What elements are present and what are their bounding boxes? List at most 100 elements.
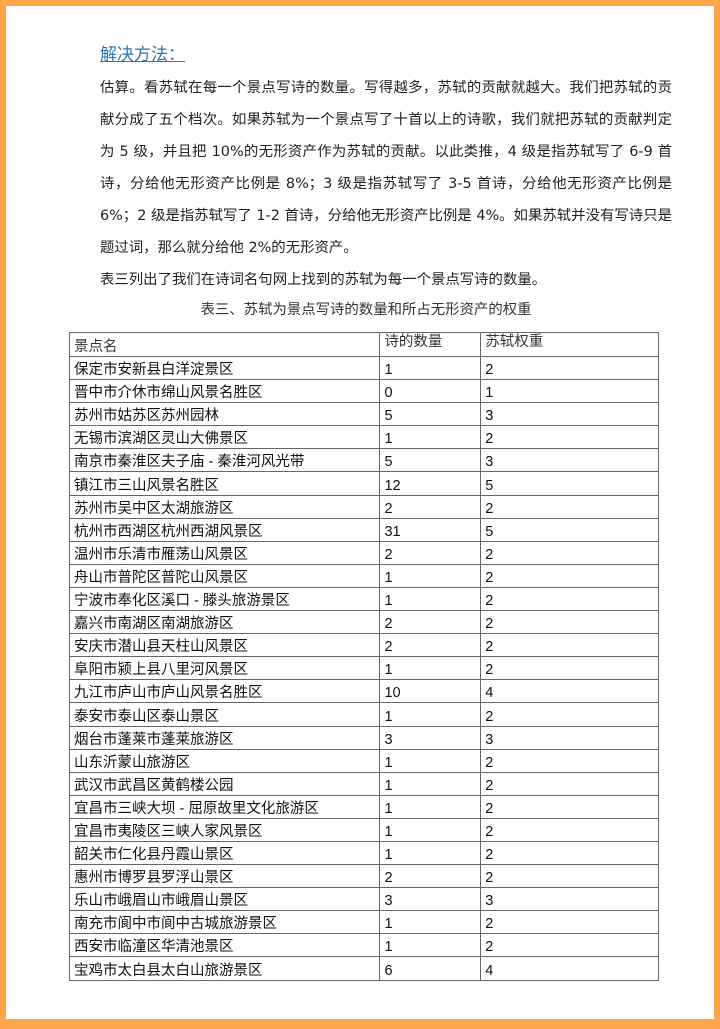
cell-count: 1	[379, 656, 482, 681]
cell-count: 5	[379, 448, 482, 473]
cell-weight: 2	[480, 355, 659, 381]
table-row: 苏州市吴中区太湖旅游区 2 2	[68, 494, 659, 519]
cell-weight: 2	[480, 586, 659, 612]
cell-weight: 2	[480, 563, 659, 588]
header-name: 景点名	[68, 332, 381, 357]
cell-count: 1	[379, 355, 482, 381]
cell-name: 宜昌市三峡大坝 - 屈原故里文化旅游区	[68, 794, 381, 819]
cell-name: 苏州市姑苏区苏州园林	[68, 402, 381, 427]
cell-count: 1	[379, 563, 482, 588]
cell-name: 苏州市吴中区太湖旅游区	[68, 494, 381, 519]
table-row: 九江市庐山市庐山风景名胜区 10 4	[68, 679, 659, 704]
body-text: 估算。看苏轼在每一个景点写诗的数量。写得越多，苏轼的贡献就越大。我们把苏轼的贡献…	[100, 72, 672, 296]
cell-count: 2	[379, 540, 482, 565]
cell-name: 温州市乐清市雁荡山风景区	[68, 540, 381, 565]
cell-count: 1	[379, 794, 482, 819]
cell-name: 惠州市博罗县罗浮山景区	[68, 864, 381, 889]
cell-weight: 2	[480, 425, 659, 450]
cell-name: 舟山市普陀区普陀山风景区	[68, 563, 381, 588]
table-row: 宜昌市三峡大坝 - 屈原故里文化旅游区 1 2	[68, 794, 659, 819]
cell-count: 1	[379, 748, 482, 773]
table-row: 杭州市西湖区杭州西湖风景区 31 5	[68, 517, 659, 542]
table-row: 西安市临潼区华清池景区 1 2	[68, 933, 659, 958]
cell-name: 镇江市三山风景名胜区	[68, 471, 381, 496]
cell-count: 1	[379, 771, 482, 796]
table-header-row: 景点名 诗的数量 苏轼权重	[68, 332, 659, 357]
cell-weight: 2	[480, 540, 659, 565]
cell-weight: 1	[480, 379, 659, 404]
cell-weight: 3	[480, 448, 659, 473]
cell-name: 南京市秦淮区夫子庙 - 秦淮河风光带	[68, 448, 381, 473]
cell-weight: 2	[480, 910, 659, 935]
table-row: 安庆市潜山县天柱山风景区 2 2	[68, 633, 659, 658]
section-heading: 解决方法：	[100, 45, 185, 65]
cell-weight: 3	[480, 402, 659, 427]
table-row: 乐山市峨眉山市峨眉山景区 3 3	[68, 887, 659, 912]
cell-name: 烟台市蓬莱市蓬莱旅游区	[68, 725, 381, 750]
cell-weight: 2	[480, 656, 659, 681]
cell-weight: 2	[480, 794, 659, 819]
table-row: 无锡市滨湖区灵山大佛景区 1 2	[68, 425, 659, 450]
cell-name: 南充市阆中市阆中古城旅游景区	[68, 910, 381, 935]
cell-weight: 4	[480, 679, 659, 704]
cell-name: 泰安市泰山区泰山景区	[68, 702, 381, 727]
cell-count: 1	[379, 425, 482, 450]
header-count: 诗的数量	[379, 332, 482, 357]
cell-name: 杭州市西湖区杭州西湖风景区	[68, 517, 381, 542]
cell-count: 5	[379, 402, 482, 427]
table-row: 舟山市普陀区普陀山风景区 1 2	[68, 563, 659, 588]
table-row: 南充市阆中市阆中古城旅游景区 1 2	[68, 910, 659, 935]
table-caption: 表三、苏轼为景点写诗的数量和所占无形资产的权重	[200, 302, 532, 318]
cell-count: 12	[379, 471, 482, 496]
cell-name: 武汉市武昌区黄鹤楼公园	[68, 771, 381, 796]
table-row: 韶关市仁化县丹霞山景区 1 2	[68, 840, 659, 866]
cell-count: 3	[379, 887, 482, 912]
cell-weight: 3	[480, 887, 659, 912]
cell-name: 嘉兴市南湖区南湖旅游区	[68, 610, 381, 635]
table-row: 保定市安新县白洋淀景区 1 2	[68, 355, 659, 381]
table-row: 嘉兴市南湖区南湖旅游区 2 2	[68, 610, 659, 635]
table-row: 阜阳市颍上县八里河风景区 1 2	[68, 656, 659, 681]
cell-weight: 2	[480, 494, 659, 519]
paragraph: 估算。看苏轼在每一个景点写诗的数量。写得越多，苏轼的贡献就越大。我们把苏轼的贡献…	[100, 80, 672, 256]
cell-weight: 2	[480, 610, 659, 635]
cell-weight: 2	[480, 633, 659, 658]
cell-weight: 2	[480, 748, 659, 773]
cell-weight: 5	[480, 517, 659, 542]
cell-name: 乐山市峨眉山市峨眉山景区	[68, 887, 381, 912]
cell-name: 保定市安新县白洋淀景区	[68, 355, 381, 381]
table-row: 南京市秦淮区夫子庙 - 秦淮河风光带 5 3	[68, 448, 659, 473]
cell-name: 宝鸡市太白县太白山旅游景区	[68, 956, 381, 981]
cell-count: 1	[379, 702, 482, 727]
cell-name: 无锡市滨湖区灵山大佛景区	[68, 425, 381, 450]
cell-weight: 5	[480, 471, 659, 496]
header-weight: 苏轼权重	[480, 332, 659, 357]
cell-weight: 4	[480, 956, 659, 981]
table-row: 烟台市蓬莱市蓬莱旅游区 3 3	[68, 725, 659, 750]
cell-name: 九江市庐山市庐山风景名胜区	[68, 679, 381, 704]
cell-weight: 2	[480, 702, 659, 727]
cell-name: 宜昌市夷陵区三峡人家风景区	[68, 817, 381, 842]
cell-name: 阜阳市颍上县八里河风景区	[68, 656, 381, 681]
table-row: 苏州市姑苏区苏州园林 5 3	[68, 402, 659, 427]
cell-count: 10	[379, 679, 482, 704]
cell-name: 宁波市奉化区溪口 - 滕头旅游景区	[68, 586, 381, 612]
table-row: 镇江市三山风景名胜区 12 5	[68, 471, 659, 496]
cell-weight: 2	[480, 771, 659, 796]
paragraph: 表三列出了我们在诗词名句网上找到的苏轼为每一个景点写诗的数量。	[100, 272, 547, 288]
table-row: 晋中市介休市绵山风景名胜区 0 1	[68, 379, 659, 404]
table-row: 宁波市奉化区溪口 - 滕头旅游景区 1 2	[68, 586, 659, 612]
cell-name: 西安市临潼区华清池景区	[68, 933, 381, 958]
cell-count: 3	[379, 725, 482, 750]
cell-count: 31	[379, 517, 482, 542]
cell-count: 2	[379, 610, 482, 635]
cell-count: 1	[379, 933, 482, 958]
cell-weight: 2	[480, 864, 659, 889]
cell-weight: 2	[480, 840, 659, 866]
cell-weight: 2	[480, 817, 659, 842]
table-row: 宝鸡市太白县太白山旅游景区 6 4	[68, 956, 659, 981]
table-row: 惠州市博罗县罗浮山景区 2 2	[68, 864, 659, 889]
table-row: 山东沂蒙山旅游区 1 2	[68, 748, 659, 773]
table-row: 温州市乐清市雁荡山风景区 2 2	[68, 540, 659, 565]
